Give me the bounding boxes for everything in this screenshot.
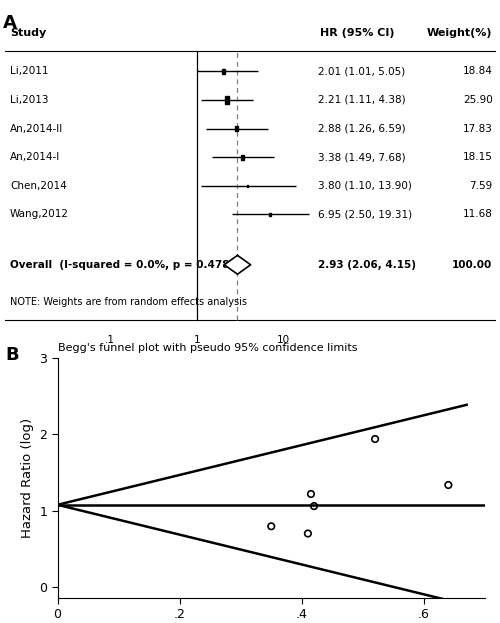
Text: 18.15: 18.15 (462, 152, 492, 162)
Point (310, 501, 318, 511)
Text: 3.38 (1.49, 7.68): 3.38 (1.49, 7.68) (318, 152, 405, 162)
Text: B: B (5, 346, 18, 364)
Point (371, 434, 379, 444)
Text: 17.83: 17.83 (462, 123, 492, 133)
Text: 1: 1 (194, 335, 200, 345)
Bar (246, 184, 248, 187)
Bar (224, 96, 229, 103)
Text: Weight(%): Weight(%) (427, 27, 492, 37)
Text: 3.80 (1.10, 13.90): 3.80 (1.10, 13.90) (318, 181, 412, 191)
Bar (269, 212, 271, 216)
Text: 25.90: 25.90 (463, 95, 492, 105)
Bar (242, 155, 244, 159)
Bar (236, 126, 238, 131)
Text: Overall  (I-squared = 0.0%, p = 0.478): Overall (I-squared = 0.0%, p = 0.478) (10, 260, 234, 270)
Y-axis label: Hazard Ratio (log): Hazard Ratio (log) (20, 418, 34, 538)
Point (444, 480, 452, 490)
Text: 2.93 (2.06, 4.15): 2.93 (2.06, 4.15) (318, 260, 416, 270)
Bar (222, 69, 225, 74)
Text: Chen,2014: Chen,2014 (10, 181, 67, 191)
Text: An,2014-I: An,2014-I (10, 152, 60, 162)
Text: 18.84: 18.84 (462, 66, 492, 77)
Text: 2.21 (1.11, 4.38): 2.21 (1.11, 4.38) (318, 95, 405, 105)
Text: 11.68: 11.68 (462, 209, 492, 219)
Text: Begg's funnel plot with pseudo 95% confidence limits: Begg's funnel plot with pseudo 95% confi… (58, 343, 357, 353)
Text: 10: 10 (278, 335, 290, 345)
Text: A: A (2, 14, 16, 32)
Text: .1: .1 (105, 335, 115, 345)
Text: Li,2013: Li,2013 (10, 95, 48, 105)
Text: Study: Study (10, 27, 46, 37)
Text: 100.00: 100.00 (452, 260, 492, 270)
Polygon shape (224, 255, 250, 274)
Text: Li,2011: Li,2011 (10, 66, 48, 77)
Text: An,2014-II: An,2014-II (10, 123, 63, 133)
Text: 2.01 (1.01, 5.05): 2.01 (1.01, 5.05) (318, 66, 405, 77)
Text: Wang,2012: Wang,2012 (10, 209, 69, 219)
Point (307, 489, 315, 499)
Text: HR (95% CI): HR (95% CI) (320, 27, 394, 37)
Text: NOTE: Weights are from random effects analysis: NOTE: Weights are from random effects an… (10, 297, 247, 307)
Text: 7.59: 7.59 (469, 181, 492, 191)
Point (304, 528, 312, 538)
Point (267, 521, 275, 531)
Text: 6.95 (2.50, 19.31): 6.95 (2.50, 19.31) (318, 209, 412, 219)
Text: 2.88 (1.26, 6.59): 2.88 (1.26, 6.59) (318, 123, 405, 133)
